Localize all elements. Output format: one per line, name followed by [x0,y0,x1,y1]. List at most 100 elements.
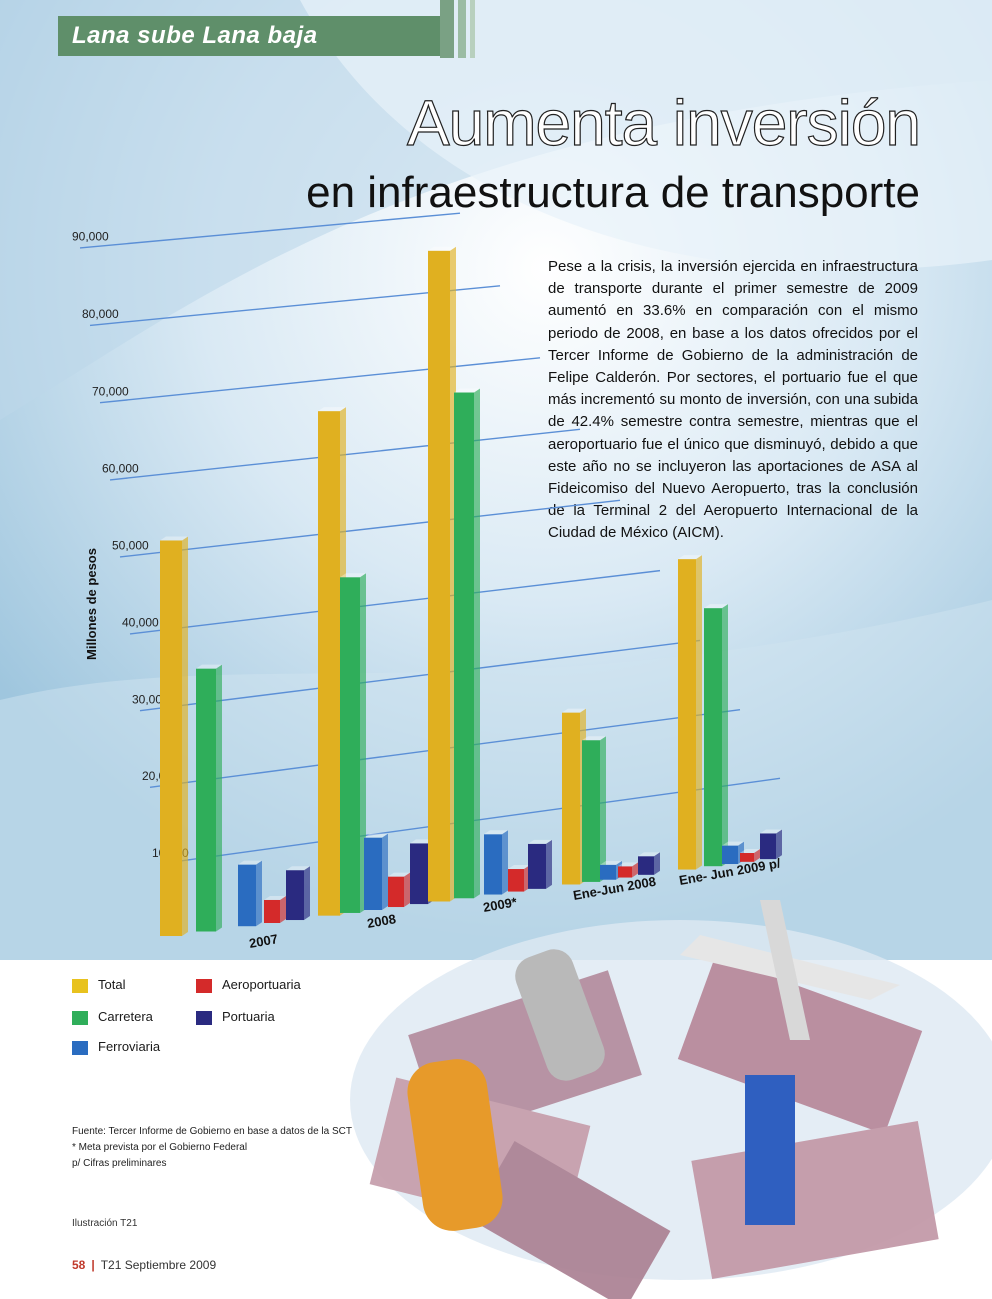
bar-aeroportuaria-0 [264,895,286,923]
bar-face [760,833,776,860]
y-tick-label: 90,000 [72,229,109,243]
gridline [79,212,461,249]
bar-face [722,845,738,865]
gridline [99,357,541,404]
bar-face [484,834,502,895]
bar-top [238,860,262,865]
bar-side [382,833,388,910]
bar-ferroviaria-0 [238,860,262,927]
bar-face [740,853,754,862]
legend-label: Carretera [98,1009,153,1024]
bar-face [562,712,580,885]
gridline [129,569,661,635]
bar-side [256,860,262,927]
illustration-credit: Ilustración T21 [72,1218,138,1229]
bar-top [454,388,480,393]
bar-top [508,865,530,870]
bar-carretera-3 [582,736,606,882]
bar-top [740,849,760,854]
title-line-1: Aumenta inversión [406,86,921,159]
bar-top [340,573,366,578]
legend-swatch [72,978,88,993]
legend-swatch [196,1010,212,1025]
bar-portuaria-2 [528,839,552,889]
legend-label: Aeroportuaria [222,977,301,992]
bar-side [654,852,660,875]
bar-ferroviaria-4 [722,841,744,865]
page-footer: 58 | T21 Septiembre 2009 [72,1258,216,1272]
y-tick-label: 30,000 [132,693,169,707]
bar-top [528,839,552,844]
bar-portuaria-3 [638,852,660,875]
legend-item-total: Total [72,976,125,994]
title-line-2: en infraestructura de transporte [306,168,920,217]
bar-top [428,246,456,251]
legend-label: Total [98,977,126,992]
bar-face [238,864,256,927]
y-tick-label: 40,000 [122,616,159,630]
bar-side [696,555,702,870]
source-note: Fuente: Tercer Informe de Gobierno en ba… [72,1126,352,1137]
bar-top [600,860,622,865]
bar-top [722,841,744,846]
goal-note: * Meta prevista por el Gobierno Federal [72,1142,248,1153]
bar-top [388,872,410,877]
bar-aeroportuaria-2 [508,865,530,892]
bar-top [318,407,346,412]
legend-swatch [196,978,212,993]
bar-top [562,708,586,713]
bar-face [508,869,524,892]
bar-side [776,829,782,860]
bar-side [600,736,606,882]
bar-face [704,608,722,867]
bar-face [364,837,382,910]
page-number: 58 [72,1258,86,1272]
bar-face [410,843,428,905]
bar-side [216,664,222,932]
y-axis-label: Millones de pesos [84,548,99,660]
legend-swatch [72,1040,88,1055]
bar-carretera-0 [196,664,222,932]
bar-side [404,872,410,908]
bar-top [364,833,388,838]
y-tick-label: 70,000 [92,384,129,398]
legend-item-ferroviaria: Ferroviaria [72,1038,160,1056]
bar-face [678,559,696,870]
bar-carretera-2 [454,388,480,899]
bar-side [304,866,310,921]
legend-item-carretera: Carretera [72,1008,153,1026]
bar-top [264,895,286,900]
bar-face [618,866,632,878]
legend-label: Portuaria [222,1009,275,1024]
bar-face [454,392,474,899]
legend-label: Ferroviaria [98,1039,161,1054]
bar-side [546,839,552,889]
x-tick-label: 2009* [482,894,519,915]
bar-side [182,536,188,937]
legend-swatch [72,1010,88,1025]
bar-total-4 [678,555,702,870]
bar-face [160,540,182,937]
bar-side [280,895,286,923]
section-label: Lana sube Lana baja [58,16,440,56]
bar-face [600,864,616,880]
y-tick-label: 50,000 [112,539,149,553]
bar-total-2 [428,246,456,902]
bar-top [704,604,728,609]
x-tick-label: 2007 [248,931,279,951]
bar-top [678,555,702,560]
bar-top [638,852,660,857]
bar-side [474,388,480,899]
bar-top [286,866,310,871]
bar-carretera-4 [704,604,728,867]
chart-notes: Fuente: Tercer Informe de Gobierno en ba… [72,1124,352,1172]
y-tick-label: 60,000 [102,462,139,476]
bar-side [632,862,638,878]
bar-top [582,736,606,741]
bar-portuaria-0 [286,866,310,921]
bar-top [484,830,508,835]
issue-date: T21 Septiembre 2009 [100,1258,217,1272]
legend-item-portuaria: Portuaria [196,1008,275,1026]
